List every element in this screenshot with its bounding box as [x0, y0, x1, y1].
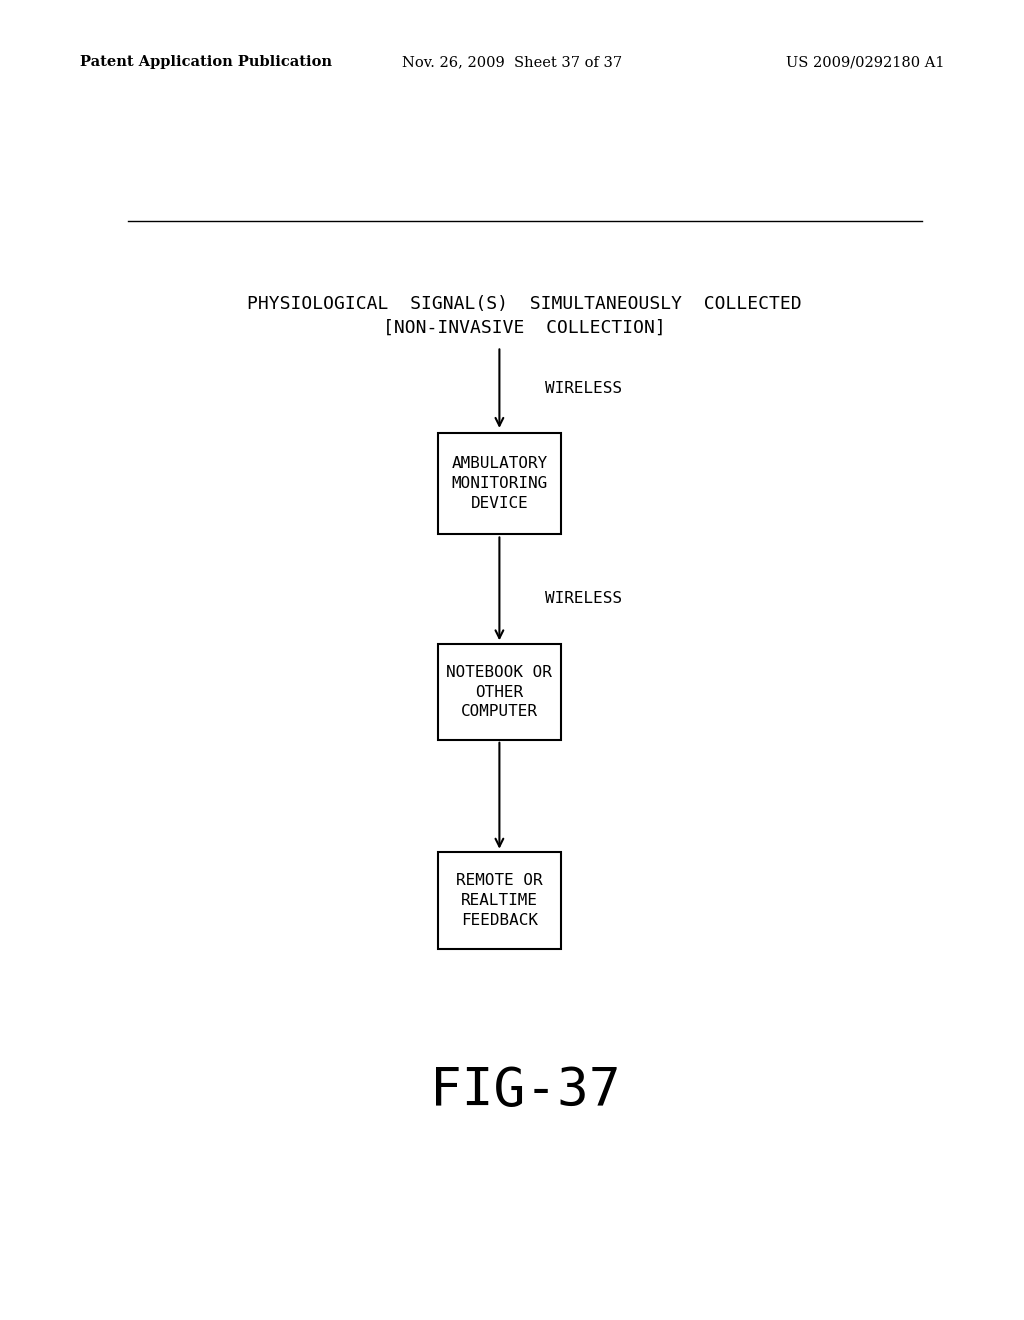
Text: Patent Application Publication: Patent Application Publication	[80, 55, 332, 70]
Text: AMBULATORY
MONITORING
DEVICE: AMBULATORY MONITORING DEVICE	[452, 457, 548, 511]
Bar	[438, 644, 561, 741]
Text: WIRELESS: WIRELESS	[545, 591, 622, 606]
Text: PHYSIOLOGICAL  SIGNAL(S)  SIMULTANEOUSLY  COLLECTED
[NON-INVASIVE  COLLECTION]: PHYSIOLOGICAL SIGNAL(S) SIMULTANEOUSLY C…	[248, 296, 802, 337]
Text: US 2009/0292180 A1: US 2009/0292180 A1	[785, 55, 944, 70]
Text: REMOTE OR
REALTIME
FEEDBACK: REMOTE OR REALTIME FEEDBACK	[456, 873, 543, 928]
Bar	[438, 433, 561, 535]
Text: Nov. 26, 2009  Sheet 37 of 37: Nov. 26, 2009 Sheet 37 of 37	[402, 55, 622, 70]
Text: NOTEBOOK OR
OTHER
COMPUTER: NOTEBOOK OR OTHER COMPUTER	[446, 665, 552, 719]
Text: FIG-37: FIG-37	[429, 1065, 621, 1118]
Text: WIRELESS: WIRELESS	[545, 380, 622, 396]
Bar	[438, 853, 561, 949]
